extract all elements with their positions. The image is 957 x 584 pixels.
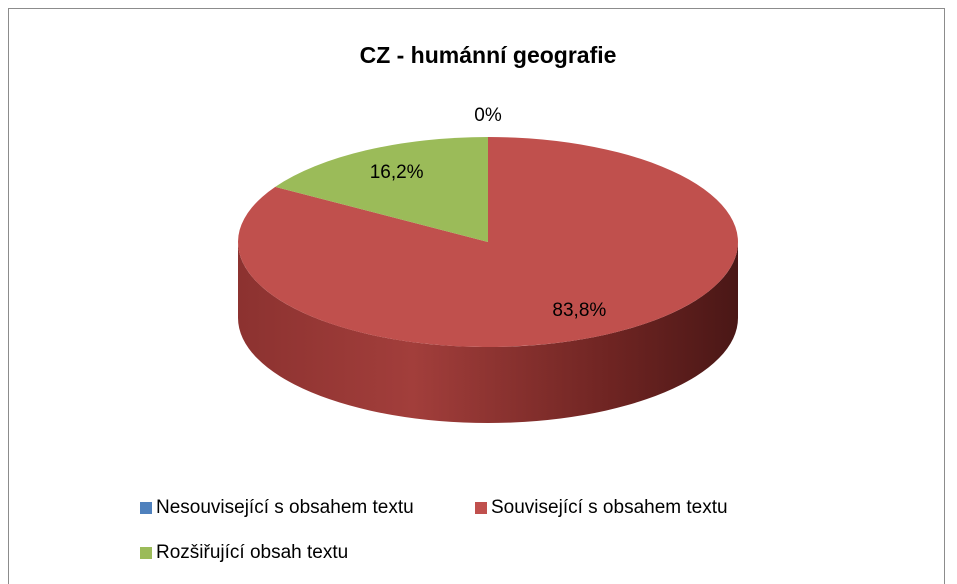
chart-title: CZ - humánní geografie	[360, 42, 617, 68]
data-label: 16,2%	[370, 162, 424, 183]
legend-swatch	[475, 502, 487, 514]
pie-slice	[275, 137, 488, 242]
data-label: 83,8%	[552, 300, 606, 321]
legend-label: Nesouvisející s obsahem textu	[156, 497, 414, 518]
data-label: 0%	[474, 105, 502, 126]
legend-swatch	[140, 547, 152, 559]
legend-label: Související s obsahem textu	[491, 497, 728, 518]
legend-label: Rozšiřující obsah textu	[156, 542, 348, 563]
legend-swatch	[140, 502, 152, 514]
pie-side	[238, 242, 738, 423]
